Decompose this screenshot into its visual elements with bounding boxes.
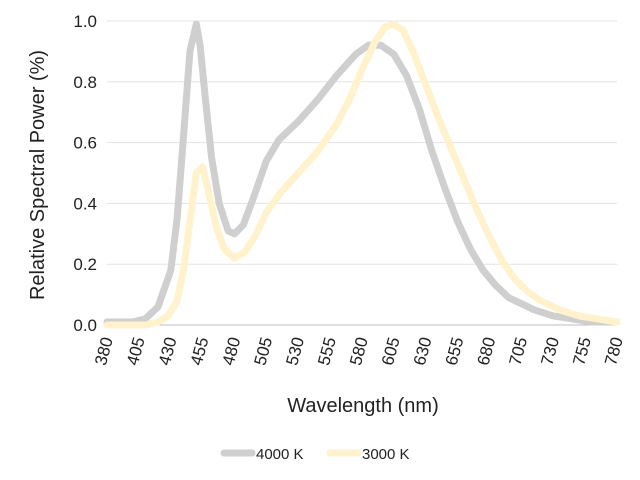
x-tick-label: 780	[601, 335, 627, 367]
legend-label: 4000 K	[256, 446, 304, 463]
y-tick-label: 1.0	[73, 12, 97, 31]
x-tick-labels: 380 405 430 455 480 505 530 555 580 605 630 655 680 7…	[91, 335, 627, 367]
y-tick-labels: 0.0 0.2 0.4 0.6 0.8 1.0	[73, 12, 97, 335]
x-tick-label: 605	[378, 335, 404, 367]
series-lines	[103, 20, 621, 329]
x-tick-label: 480	[219, 335, 245, 367]
x-axis-label: Wavelength (nm)	[287, 395, 439, 417]
x-tick-label: 730	[537, 335, 563, 367]
x-tick-label: 405	[123, 335, 149, 367]
x-tick-label: 505	[251, 335, 277, 367]
y-tick-label: 0.8	[73, 73, 97, 92]
x-tick-label: 705	[506, 335, 532, 367]
x-tick-label: 530	[282, 335, 308, 367]
legend: 4000 K 3000 K	[220, 446, 410, 463]
x-tick-label: 430	[155, 335, 181, 367]
x-tick-label: 580	[346, 335, 372, 367]
y-tick-label: 0.6	[73, 134, 97, 153]
y-tick-label: 0.0	[73, 316, 97, 335]
x-tick-label: 680	[474, 335, 500, 367]
x-tick-label: 380	[91, 335, 117, 367]
series-line-4000-k	[103, 20, 621, 326]
x-tick-label: 655	[442, 335, 468, 367]
x-tick-label: 555	[314, 335, 340, 367]
y-tick-label: 0.2	[73, 255, 97, 274]
x-tick-label: 630	[410, 335, 436, 367]
y-tick-label: 0.4	[73, 194, 97, 213]
x-tick-label: 455	[187, 335, 213, 367]
legend-label: 3000 K	[362, 446, 410, 463]
series-line-3000-k	[103, 20, 621, 329]
y-axis-label: Relative Spectral Power (%)	[27, 50, 49, 300]
x-tick-label: 755	[569, 335, 595, 367]
